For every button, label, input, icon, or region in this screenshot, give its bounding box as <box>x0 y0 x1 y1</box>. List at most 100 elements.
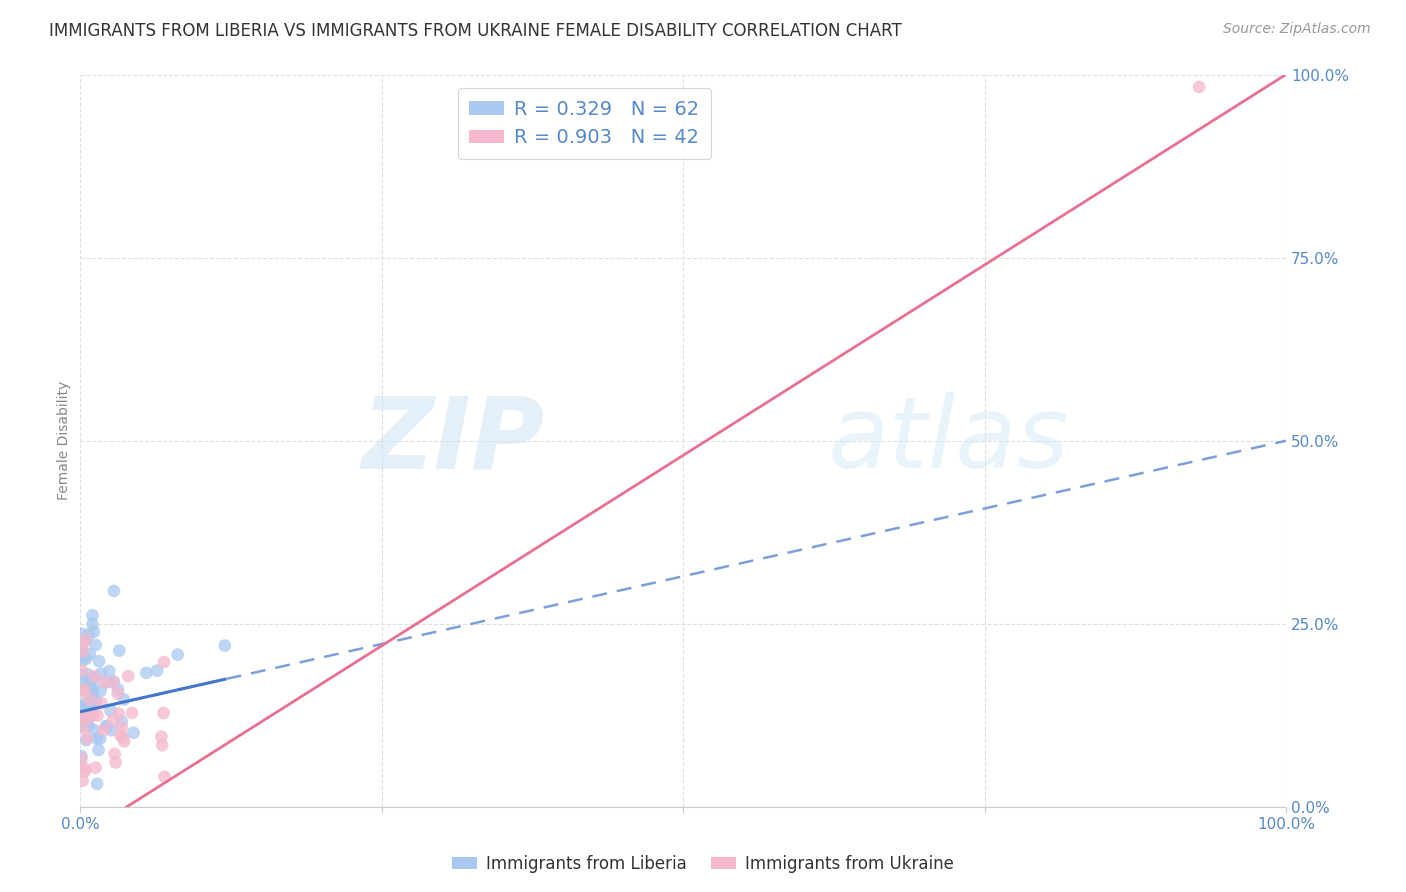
Point <box>79 678 101 692</box>
Point <box>108 643 131 657</box>
Point <box>75 651 97 665</box>
Point <box>146 664 169 678</box>
Point <box>72 703 94 717</box>
Point <box>73 682 96 697</box>
Point <box>76 679 98 693</box>
Point <box>1188 80 1211 95</box>
Point <box>93 675 115 690</box>
Point <box>112 692 135 706</box>
Point <box>75 764 97 778</box>
Point <box>93 723 115 737</box>
Point <box>75 632 97 647</box>
Point <box>77 667 100 681</box>
Point <box>75 733 97 747</box>
Point <box>153 770 176 784</box>
Point <box>70 646 93 660</box>
Point <box>104 747 127 761</box>
Point <box>82 617 104 632</box>
Legend: Immigrants from Liberia, Immigrants from Ukraine: Immigrants from Liberia, Immigrants from… <box>446 848 960 880</box>
Point <box>121 706 143 720</box>
Point <box>90 683 112 698</box>
Point <box>70 719 93 733</box>
Point <box>80 692 103 706</box>
Text: atlas: atlas <box>828 392 1070 489</box>
Point <box>72 648 94 663</box>
Text: IMMIGRANTS FROM LIBERIA VS IMMIGRANTS FROM UKRAINE FEMALE DISABILITY CORRELATION: IMMIGRANTS FROM LIBERIA VS IMMIGRANTS FR… <box>49 22 903 40</box>
Point <box>75 633 97 648</box>
Point <box>82 608 104 623</box>
Point <box>98 664 121 678</box>
Point <box>70 752 93 766</box>
Point <box>73 672 96 686</box>
Point <box>72 644 94 658</box>
Point <box>111 714 134 729</box>
Point <box>70 667 93 681</box>
Point <box>72 699 94 714</box>
Point <box>122 725 145 739</box>
Point <box>100 723 122 738</box>
Point <box>70 682 93 697</box>
Point <box>72 721 94 735</box>
Point <box>101 675 124 690</box>
Point <box>214 639 236 653</box>
Point <box>70 640 93 655</box>
Point <box>79 696 101 710</box>
Point <box>152 706 174 720</box>
Point <box>101 714 124 728</box>
Point <box>100 704 122 718</box>
Point <box>150 730 173 744</box>
Point <box>96 675 118 690</box>
Point <box>82 683 104 698</box>
Point <box>83 672 105 686</box>
Point <box>86 808 108 822</box>
Point <box>70 637 93 651</box>
Point <box>70 749 93 764</box>
Point <box>70 664 93 678</box>
Point <box>75 714 97 729</box>
Point <box>87 654 110 668</box>
Point <box>72 653 94 667</box>
Point <box>90 696 112 710</box>
Point <box>150 738 173 752</box>
Point <box>107 682 129 697</box>
Text: ZIP: ZIP <box>361 392 544 489</box>
Point <box>103 674 125 689</box>
Point <box>86 777 108 791</box>
Point <box>103 583 125 598</box>
Text: Source: ZipAtlas.com: Source: ZipAtlas.com <box>1223 22 1371 37</box>
Point <box>77 711 100 725</box>
Point <box>77 627 100 641</box>
Point <box>135 665 157 680</box>
Point <box>112 734 135 748</box>
Point <box>83 707 105 722</box>
Point <box>166 648 188 662</box>
Point <box>70 626 93 640</box>
Point <box>87 743 110 757</box>
Point <box>79 692 101 706</box>
Point <box>94 719 117 733</box>
Point <box>84 638 107 652</box>
Point <box>107 706 129 721</box>
Point <box>110 728 132 742</box>
Point <box>107 687 129 701</box>
Point <box>80 681 103 696</box>
Point <box>111 731 134 745</box>
Point <box>117 669 139 683</box>
Point <box>72 710 94 724</box>
Point <box>111 720 134 734</box>
Point <box>89 731 111 746</box>
Point <box>77 718 100 732</box>
Point <box>72 685 94 699</box>
Point <box>90 666 112 681</box>
Point <box>73 761 96 775</box>
Point <box>83 723 105 737</box>
Point <box>82 687 104 701</box>
Point <box>73 698 96 712</box>
Point <box>96 719 118 733</box>
Legend: R = 0.329   N = 62, R = 0.903   N = 42: R = 0.329 N = 62, R = 0.903 N = 42 <box>457 88 711 159</box>
Point <box>70 710 93 724</box>
Point <box>80 703 103 717</box>
Point <box>84 694 107 708</box>
Point <box>70 711 93 725</box>
Point <box>86 708 108 723</box>
